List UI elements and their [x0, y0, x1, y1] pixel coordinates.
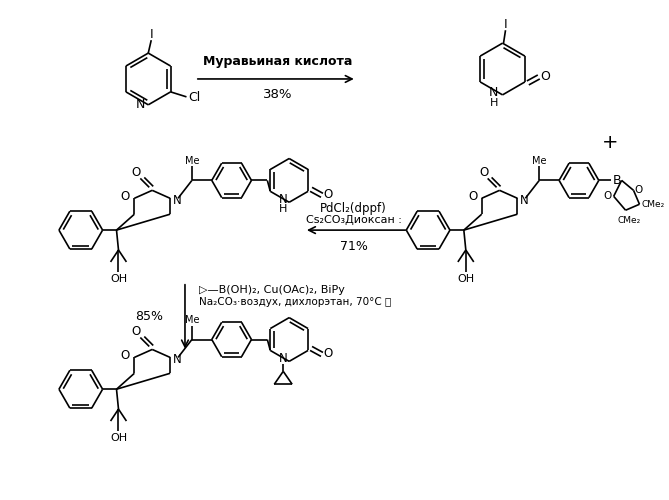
Text: Муравьиная кислота: Муравьиная кислота — [203, 54, 352, 68]
Text: H: H — [279, 204, 288, 214]
Text: O: O — [121, 349, 130, 362]
Text: Cl: Cl — [188, 92, 201, 104]
Text: O: O — [540, 70, 550, 84]
Text: 38%: 38% — [262, 88, 292, 102]
Text: O: O — [634, 186, 643, 196]
Text: N: N — [136, 98, 145, 112]
Text: O: O — [121, 190, 130, 203]
Text: I: I — [504, 18, 507, 31]
Text: N: N — [520, 194, 529, 207]
Text: CMe₂: CMe₂ — [642, 200, 665, 209]
Text: +: + — [601, 133, 618, 152]
Text: O: O — [323, 347, 332, 360]
Text: OH: OH — [110, 433, 127, 443]
Text: 85%: 85% — [135, 310, 163, 323]
Text: OH: OH — [457, 274, 474, 284]
Text: O: O — [603, 192, 612, 202]
Text: ▷—B(OH)₂, Cu(OAc)₂, BiPy: ▷—B(OH)₂, Cu(OAc)₂, BiPy — [199, 285, 345, 295]
Text: Me: Me — [185, 314, 199, 324]
Text: OH: OH — [110, 274, 127, 284]
Text: N: N — [279, 193, 288, 206]
Text: O: O — [479, 166, 488, 179]
Text: O: O — [132, 325, 141, 338]
Text: H: H — [490, 98, 498, 108]
Text: I: I — [149, 28, 153, 40]
Text: B: B — [612, 174, 621, 187]
Text: N: N — [173, 194, 181, 207]
Text: Me: Me — [185, 156, 199, 166]
Text: Na₂CO₃·воздух, дихлорэтан, 70°C 〉: Na₂CO₃·воздух, дихлорэтан, 70°C 〉 — [199, 296, 391, 306]
Text: Me: Me — [532, 156, 547, 166]
Text: N: N — [173, 353, 181, 366]
Text: O: O — [468, 190, 478, 203]
Text: PdCl₂(dppf): PdCl₂(dppf) — [320, 202, 387, 214]
Text: N: N — [279, 352, 288, 365]
Text: O: O — [132, 166, 141, 179]
Text: N: N — [489, 86, 498, 100]
Text: O: O — [323, 188, 332, 201]
Text: 71%: 71% — [340, 240, 368, 252]
Text: Cs₂CO₃Диоксан :: Cs₂CO₃Диоксан : — [306, 215, 401, 225]
Text: CMe₂: CMe₂ — [618, 216, 641, 224]
